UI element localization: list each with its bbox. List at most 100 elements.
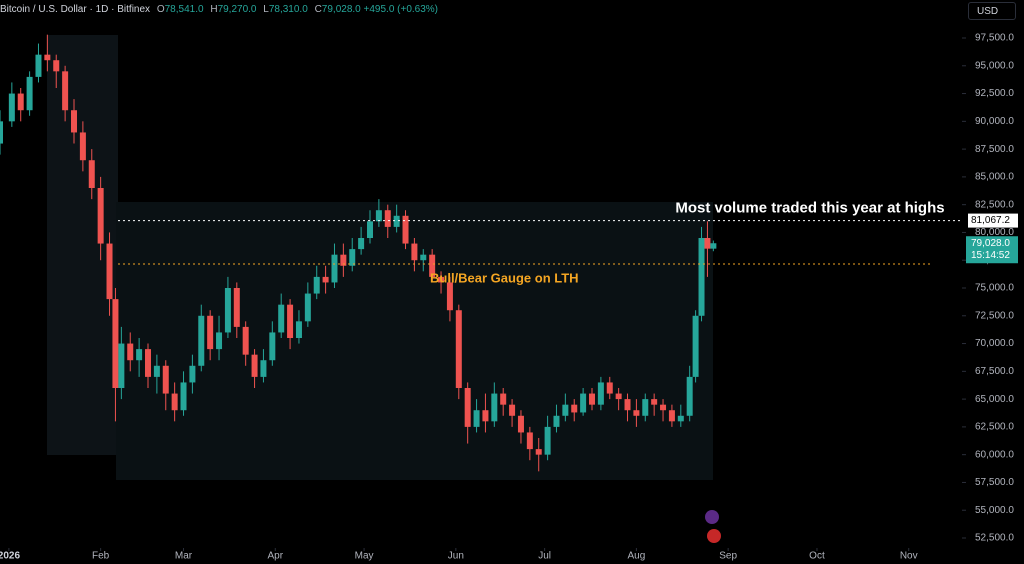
- candle-body: [420, 254, 427, 261]
- candle-body: [615, 393, 622, 400]
- candle-body: [340, 254, 347, 266]
- ohlc-key: O: [156, 4, 165, 15]
- candle-body: [402, 215, 409, 244]
- y-tick-label: 97,500.0: [975, 33, 1014, 44]
- annotation: Most volume traded this year at highs: [675, 200, 944, 217]
- annotation: Bull/Bear Gauge on LTH: [430, 270, 579, 285]
- candle-body: [668, 410, 675, 422]
- candle-body: [153, 365, 160, 377]
- candle-body: [331, 254, 338, 283]
- symbol: Bitcoin / U.S. Dollar · 1D · Bitfinex: [0, 4, 151, 15]
- candle-body: [698, 238, 705, 316]
- candle-body: [189, 365, 196, 383]
- candle-body: [473, 410, 480, 427]
- candle-body: [482, 410, 489, 422]
- candle-body: [571, 404, 578, 413]
- candle-body: [180, 382, 187, 411]
- candle-body: [242, 326, 249, 355]
- candle-body: [26, 76, 33, 111]
- last-price: 79,028.0: [971, 238, 1010, 249]
- candle-body: [251, 354, 258, 377]
- candle-body: [446, 282, 453, 311]
- y-tick-label: 67,500.0: [975, 366, 1014, 377]
- y-tick-label: 95,000.0: [975, 60, 1014, 71]
- x-tick-label: 2026: [0, 551, 20, 562]
- x-tick-label: Apr: [267, 551, 283, 562]
- last-price-box: [966, 236, 1018, 264]
- candle-body: [393, 215, 400, 227]
- candle-body: [224, 288, 231, 333]
- candle-body: [464, 388, 471, 427]
- candle-body: [411, 243, 418, 261]
- candle-body: [710, 243, 717, 249]
- header: Bitcoin / U.S. Dollar · 1D · Bitfinex O7…: [0, 4, 438, 15]
- candle-body: [127, 343, 134, 361]
- y-tick-label: 75,000.0: [975, 283, 1014, 294]
- candle-body: [8, 93, 15, 122]
- candle-body: [349, 249, 356, 266]
- x-tick-label: Sep: [719, 551, 737, 562]
- y-tick-label: 52,500.0: [975, 533, 1014, 544]
- y-tick-label: 80,000.0: [975, 227, 1014, 238]
- candle-body: [686, 376, 693, 416]
- candle-body: [624, 399, 631, 411]
- x-tick-label: Oct: [809, 551, 825, 562]
- high-label-box: [968, 213, 1018, 228]
- candle-body: [544, 426, 551, 455]
- ohlc-key: C: [314, 4, 322, 15]
- ohlc-value: 78,541.0: [164, 4, 204, 15]
- candle-body: [597, 382, 604, 405]
- x-tick-label: Jul: [538, 551, 551, 562]
- y-tick-label: 60,000.0: [975, 449, 1014, 460]
- candle-body: [553, 415, 560, 427]
- candle-body: [429, 254, 436, 277]
- x-tick-label: Nov: [900, 551, 918, 562]
- candle-body: [580, 393, 587, 413]
- y-tick-label: 82,500.0: [975, 199, 1014, 210]
- ohlc-value: 78,310.0: [268, 4, 308, 15]
- candle-body: [35, 54, 42, 77]
- currency-button[interactable]: USD: [968, 2, 1016, 20]
- x-tick-label: May: [355, 551, 374, 562]
- candle-body: [278, 304, 285, 333]
- candle-body: [692, 315, 699, 377]
- x-tick-label: Mar: [175, 551, 193, 562]
- candle-body: [97, 188, 104, 244]
- candle-body: [44, 54, 51, 61]
- candle-body: [17, 93, 24, 111]
- candle-body: [509, 404, 516, 416]
- profile-region: [47, 35, 118, 455]
- high-label: 81,067.2: [971, 215, 1010, 226]
- candle-body: [171, 393, 178, 411]
- x-tick-label: Jun: [448, 551, 464, 562]
- candle-body: [313, 276, 320, 294]
- y-tick-label: 92,500.0: [975, 88, 1014, 99]
- y-tick-label: 70,000.0: [975, 338, 1014, 349]
- y-tick-label: 62,500.0: [975, 422, 1014, 433]
- candle-body: [562, 404, 569, 416]
- candle-body: [287, 304, 294, 338]
- candle-body: [384, 210, 391, 227]
- candle-body: [0, 121, 3, 144]
- x-tick-label: Feb: [92, 551, 110, 562]
- y-tick-label: 90,000.0: [975, 116, 1014, 127]
- candle-body: [71, 110, 77, 133]
- candle-body: [53, 60, 60, 72]
- candle-body: [375, 210, 382, 222]
- y-tick-label: 55,000.0: [975, 505, 1014, 516]
- candle-body: [589, 393, 595, 405]
- candle-body: [136, 349, 143, 361]
- candle-body: [517, 415, 524, 433]
- candle-body: [106, 243, 113, 300]
- candle-body: [260, 360, 267, 377]
- y-tick-label: 85,000.0: [975, 172, 1014, 183]
- ohlc-key: L: [263, 4, 269, 15]
- candle-body: [62, 71, 69, 111]
- candle-body: [79, 132, 86, 161]
- candle-body: [88, 160, 95, 188]
- candle-body: [455, 310, 462, 388]
- candle-body: [295, 321, 302, 338]
- candle-body: [500, 393, 507, 405]
